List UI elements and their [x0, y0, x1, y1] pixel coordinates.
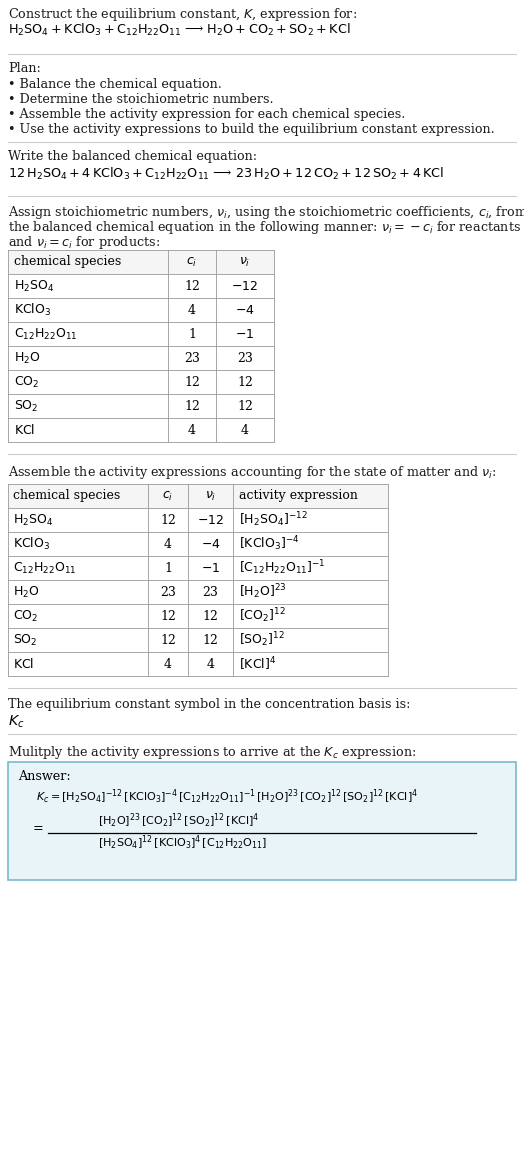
Text: 23: 23: [160, 586, 176, 599]
Text: 23: 23: [237, 352, 253, 365]
Text: Assemble the activity expressions accounting for the state of matter and $\nu_i$: Assemble the activity expressions accoun…: [8, 464, 497, 481]
Text: $K_c$: $K_c$: [8, 714, 25, 730]
Text: $[\mathrm{H_2O}]^{23}$: $[\mathrm{H_2O}]^{23}$: [239, 582, 287, 601]
Text: 4: 4: [164, 657, 172, 671]
Bar: [8, 628, 388, 652]
Text: $-4$: $-4$: [235, 304, 255, 317]
Text: $\mathrm{CO_2}$: $\mathrm{CO_2}$: [14, 374, 39, 389]
Text: $\mathrm{H_2O}$: $\mathrm{H_2O}$: [14, 351, 40, 366]
Text: $\mathrm{H_2SO_4 + KClO_3 + C_{12}H_{22}O_{11}}$ ⟶ $\mathrm{H_2O + CO_2 + SO_2 +: $\mathrm{H_2SO_4 + KClO_3 + C_{12}H_{22}…: [8, 22, 351, 38]
Bar: [8, 346, 274, 370]
Text: the balanced chemical equation in the following manner: $\nu_i = -c_i$ for react: the balanced chemical equation in the fo…: [8, 219, 521, 236]
Text: • Determine the stoichiometric numbers.: • Determine the stoichiometric numbers.: [8, 93, 274, 106]
Bar: [8, 603, 388, 628]
Text: Write the balanced chemical equation:: Write the balanced chemical equation:: [8, 150, 257, 163]
Text: $-4$: $-4$: [201, 537, 221, 551]
Text: $[\mathrm{H_2SO_4}]^{12}\,[\mathrm{KClO_3}]^4\,[\mathrm{C_{12}H_{22}O_{11}}]$: $[\mathrm{H_2SO_4}]^{12}\,[\mathrm{KClO_…: [98, 834, 267, 853]
Text: $c_i$: $c_i$: [187, 255, 198, 269]
Text: $\mathrm{H_2SO_4}$: $\mathrm{H_2SO_4}$: [14, 278, 54, 294]
Text: $\mathrm{KCl}$: $\mathrm{KCl}$: [14, 423, 35, 437]
Text: $-1$: $-1$: [201, 562, 220, 574]
Text: $\mathrm{H_2O}$: $\mathrm{H_2O}$: [13, 585, 40, 600]
Text: $-1$: $-1$: [235, 327, 255, 340]
Text: $[\mathrm{KCl}]^{4}$: $[\mathrm{KCl}]^{4}$: [239, 655, 276, 672]
Text: $[\mathrm{KClO_3}]^{-4}$: $[\mathrm{KClO_3}]^{-4}$: [239, 535, 300, 553]
Text: 4: 4: [188, 424, 196, 437]
Text: 12: 12: [160, 634, 176, 647]
Text: 1: 1: [164, 562, 172, 574]
Bar: [8, 322, 274, 346]
Text: $\mathrm{C_{12}H_{22}O_{11}}$: $\mathrm{C_{12}H_{22}O_{11}}$: [14, 326, 78, 341]
Text: $\mathrm{KClO_3}$: $\mathrm{KClO_3}$: [14, 302, 51, 318]
Bar: [8, 556, 388, 580]
Text: 12: 12: [203, 609, 219, 622]
Text: $[\mathrm{SO_2}]^{12}$: $[\mathrm{SO_2}]^{12}$: [239, 630, 285, 649]
Text: $[\mathrm{C_{12}H_{22}O_{11}}]^{-1}$: $[\mathrm{C_{12}H_{22}O_{11}}]^{-1}$: [239, 559, 326, 578]
Text: $\mathrm{SO_2}$: $\mathrm{SO_2}$: [14, 398, 38, 414]
Text: $-12$: $-12$: [232, 280, 258, 292]
Text: 12: 12: [184, 400, 200, 412]
Text: activity expression: activity expression: [239, 489, 358, 502]
Text: and $\nu_i = c_i$ for products:: and $\nu_i = c_i$ for products:: [8, 234, 160, 250]
Text: 4: 4: [241, 424, 249, 437]
Bar: [8, 274, 274, 298]
Text: $\mathrm{C_{12}H_{22}O_{11}}$: $\mathrm{C_{12}H_{22}O_{11}}$: [13, 560, 77, 576]
Text: $\nu_i$: $\nu_i$: [205, 489, 216, 502]
Text: 4: 4: [164, 537, 172, 551]
Text: $c_i$: $c_i$: [162, 489, 173, 502]
Text: 12: 12: [160, 609, 176, 622]
Bar: [8, 418, 274, 442]
Bar: [8, 370, 274, 394]
Bar: [8, 298, 274, 322]
FancyBboxPatch shape: [8, 762, 516, 880]
Bar: [8, 652, 388, 676]
Text: $\mathrm{KCl}$: $\mathrm{KCl}$: [13, 657, 34, 671]
Text: 12: 12: [184, 280, 200, 292]
Text: $[\mathrm{H_2SO_4}]^{-12}$: $[\mathrm{H_2SO_4}]^{-12}$: [239, 510, 308, 529]
Text: $\mathrm{SO_2}$: $\mathrm{SO_2}$: [13, 633, 38, 648]
Text: $\mathrm{KClO_3}$: $\mathrm{KClO_3}$: [13, 536, 50, 552]
Text: $\mathrm{12\,H_2SO_4 + 4\,KClO_3 + C_{12}H_{22}O_{11}}$ ⟶ $\mathrm{23\,H_2O + 12: $\mathrm{12\,H_2SO_4 + 4\,KClO_3 + C_{12…: [8, 165, 444, 182]
Bar: [8, 508, 388, 532]
Text: Assign stoichiometric numbers, $\nu_i$, using the stoichiometric coefficients, $: Assign stoichiometric numbers, $\nu_i$, …: [8, 204, 524, 221]
Text: 12: 12: [203, 634, 219, 647]
Text: $K_c = [\mathrm{H_2SO_4}]^{-12}\,[\mathrm{KClO_3}]^{-4}\,[\mathrm{C_{12}H_{22}O_: $K_c = [\mathrm{H_2SO_4}]^{-12}\,[\mathr…: [36, 788, 418, 806]
Text: $[\mathrm{H_2O}]^{23}\,[\mathrm{CO_2}]^{12}\,[\mathrm{SO_2}]^{12}\,[\mathrm{KCl}: $[\mathrm{H_2O}]^{23}\,[\mathrm{CO_2}]^{…: [98, 812, 259, 831]
Text: $=$: $=$: [30, 820, 44, 833]
Text: The equilibrium constant symbol in the concentration basis is:: The equilibrium constant symbol in the c…: [8, 698, 410, 711]
Text: $-12$: $-12$: [197, 514, 224, 527]
Bar: [8, 580, 388, 603]
Text: Construct the equilibrium constant, $K$, expression for:: Construct the equilibrium constant, $K$,…: [8, 6, 357, 23]
Text: 23: 23: [184, 352, 200, 365]
Text: 4: 4: [206, 657, 214, 671]
Bar: [8, 394, 274, 418]
Text: Mulitply the activity expressions to arrive at the $K_c$ expression:: Mulitply the activity expressions to arr…: [8, 744, 416, 761]
Text: 12: 12: [184, 375, 200, 388]
Text: 12: 12: [160, 514, 176, 527]
Text: 12: 12: [237, 375, 253, 388]
Bar: [8, 250, 274, 274]
Text: • Use the activity expressions to build the equilibrium constant expression.: • Use the activity expressions to build …: [8, 123, 495, 136]
Bar: [8, 483, 388, 508]
Text: $\mathrm{CO_2}$: $\mathrm{CO_2}$: [13, 608, 38, 623]
Text: chemical species: chemical species: [14, 255, 121, 268]
Text: • Balance the chemical equation.: • Balance the chemical equation.: [8, 78, 222, 91]
Text: 23: 23: [203, 586, 219, 599]
Text: 1: 1: [188, 327, 196, 340]
Bar: [8, 532, 388, 556]
Text: $[\mathrm{CO_2}]^{12}$: $[\mathrm{CO_2}]^{12}$: [239, 607, 286, 626]
Text: chemical species: chemical species: [13, 489, 120, 502]
Text: Answer:: Answer:: [18, 770, 71, 783]
Text: $\mathrm{H_2SO_4}$: $\mathrm{H_2SO_4}$: [13, 513, 53, 528]
Text: 12: 12: [237, 400, 253, 412]
Text: Plan:: Plan:: [8, 62, 41, 75]
Text: $\nu_i$: $\nu_i$: [239, 255, 250, 269]
Text: • Assemble the activity expression for each chemical species.: • Assemble the activity expression for e…: [8, 108, 406, 121]
Text: 4: 4: [188, 304, 196, 317]
